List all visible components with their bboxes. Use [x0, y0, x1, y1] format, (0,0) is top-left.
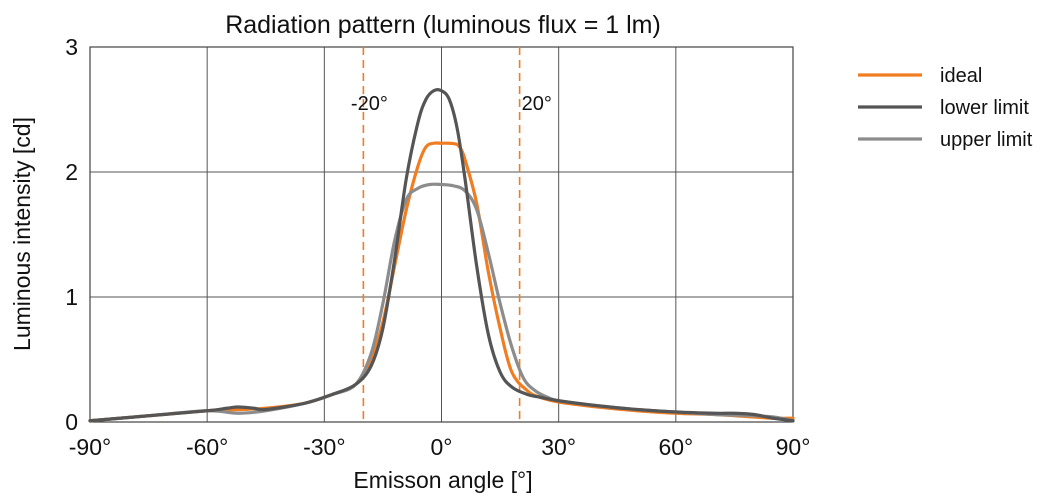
x-tick-label: -90° — [69, 434, 111, 460]
y-tick-label: 3 — [65, 34, 78, 60]
y-tick-label: 2 — [65, 159, 78, 185]
x-tick-label: 60° — [658, 434, 693, 460]
marker-lines: -20° 20° — [351, 47, 552, 422]
x-tick-label: 30° — [541, 434, 576, 460]
legend-label: upper limit — [940, 129, 1033, 151]
chart-title: Radiation pattern (luminous flux = 1 lm) — [225, 11, 661, 39]
y-axis-label: Luminous intensity [cd] — [9, 117, 35, 351]
x-tick-label: 0° — [431, 434, 453, 460]
series-line-lower-limit — [88, 88, 795, 423]
legend-label: lower limit — [940, 97, 1029, 119]
legend: ideal lower limit upper limit — [858, 65, 1033, 151]
x-axis-label: Emisson angle [°] — [353, 467, 532, 493]
grid — [90, 47, 793, 422]
y-tick-label: 1 — [65, 284, 78, 310]
x-tick-labels: -90° -60° -30° 0° 30° 60° 90° — [69, 434, 811, 460]
series-lines — [88, 88, 795, 423]
y-tick-label: 0 — [65, 409, 78, 435]
legend-label: ideal — [940, 65, 982, 87]
y-tick-labels: 0 1 2 3 — [65, 34, 78, 435]
x-tick-label: -60° — [186, 434, 228, 460]
marker-label: 20° — [522, 93, 552, 115]
marker-label: -20° — [351, 93, 388, 115]
x-tick-label: 90° — [776, 434, 811, 460]
plot-frame — [89, 46, 794, 423]
x-tick-label: -30° — [303, 434, 345, 460]
